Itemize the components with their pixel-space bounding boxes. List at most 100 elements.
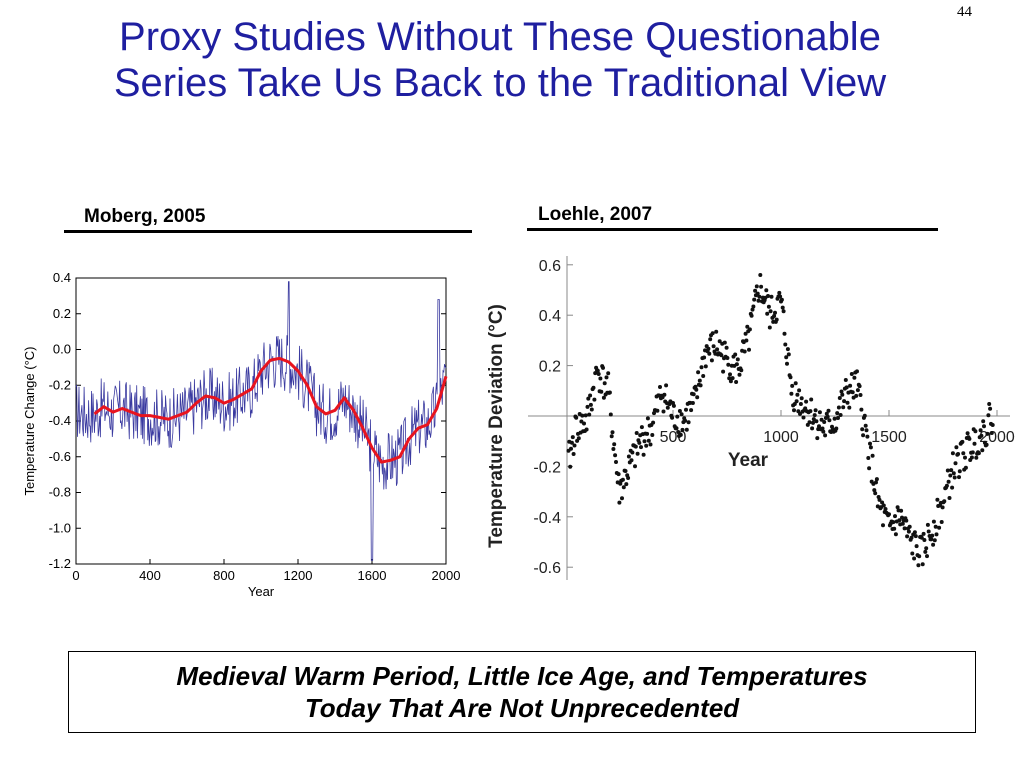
loehle-data-point [728, 372, 732, 377]
loehle-data-point [824, 411, 829, 416]
moberg-x-tick-label: 400 [139, 568, 161, 583]
loehle-caption: Loehle, 2007 [538, 204, 653, 225]
loehle-data-point [978, 428, 983, 433]
loehle-data-point [634, 431, 639, 435]
loehle-data-point [696, 370, 701, 375]
loehle-data-point [728, 379, 733, 384]
loehle-data-point [906, 529, 911, 534]
loehle-data-point [852, 375, 857, 380]
loehle-data-point [970, 450, 975, 455]
slide-number: 44 [957, 4, 972, 20]
loehle-data-point [589, 407, 594, 412]
loehle-data-point [727, 376, 732, 381]
loehle-data-point [984, 442, 989, 447]
loehle-data-point [570, 435, 575, 440]
loehle-data-point [745, 324, 750, 329]
loehle-data-point [913, 534, 918, 539]
loehle-data-point [635, 451, 640, 456]
loehle-data-point [808, 409, 813, 414]
loehle-data-point [676, 430, 681, 434]
loehle-data-point [801, 415, 806, 420]
loehle-data-point [680, 427, 685, 432]
loehle-data-point [568, 464, 573, 469]
loehle-data-point [847, 405, 852, 410]
loehle-data-point [607, 390, 612, 395]
loehle-data-point [855, 388, 860, 393]
loehle-data-point [949, 468, 954, 473]
loehle-data-point [701, 374, 706, 378]
loehle-data-point [584, 427, 589, 432]
loehle-data-point [839, 389, 844, 394]
loehle-data-point [842, 399, 847, 404]
loehle-data-point [661, 409, 666, 414]
loehle-data-point [580, 413, 585, 418]
loehle-data-point [598, 376, 603, 381]
loehle-data-point [942, 499, 947, 504]
loehle-data-point [952, 475, 957, 480]
loehle-data-point [722, 340, 727, 345]
loehle-data-point [945, 468, 950, 473]
loehle-data-point [792, 408, 796, 413]
loehle-data-point [721, 369, 726, 374]
loehle-data-point [587, 412, 592, 417]
loehle-data-point [870, 453, 875, 458]
loehle-data-point [637, 440, 642, 445]
loehle-data-point [832, 416, 837, 421]
summary-callout: Medieval Warm Period, Little Ice Age, an… [68, 651, 976, 733]
loehle-data-point [873, 491, 878, 496]
loehle-data-point [812, 413, 817, 418]
loehle-data-point [811, 420, 815, 425]
loehle-data-point [764, 288, 769, 293]
loehle-data-point [754, 284, 759, 289]
loehle-data-point [755, 291, 760, 296]
loehle-data-point [963, 455, 967, 460]
loehle-data-point [815, 436, 820, 441]
loehle-data-point [854, 393, 859, 398]
loehle-data-point [957, 475, 961, 480]
slide-title-line-2: Series Take Us Back to the Traditional V… [113, 61, 887, 105]
loehle-data-point [819, 417, 824, 422]
loehle-data-point [868, 441, 872, 446]
loehle-data-point [626, 454, 631, 459]
moberg-caption-rule [64, 230, 472, 233]
loehle-data-point [766, 294, 770, 298]
loehle-data-point [969, 455, 974, 460]
loehle-data-point [629, 458, 634, 463]
loehle-data-point [900, 515, 904, 520]
loehle-data-point [793, 381, 798, 386]
loehle-data-point [725, 356, 730, 360]
loehle-data-point [783, 342, 788, 347]
loehle-data-point [951, 471, 956, 476]
loehle-data-point [614, 460, 618, 464]
loehle-data-point [899, 508, 904, 513]
loehle-data-point [693, 384, 698, 389]
loehle-data-point [714, 329, 719, 334]
loehle-x-tick-label: 1500 [871, 429, 907, 446]
loehle-data-point [859, 407, 864, 412]
loehle-data-point [695, 395, 700, 400]
loehle-data-point [773, 310, 777, 315]
loehle-data-point [960, 439, 965, 444]
loehle-data-point [934, 532, 939, 537]
loehle-data-point [874, 480, 878, 485]
loehle-data-point [609, 434, 614, 439]
loehle-data-point [979, 433, 984, 438]
loehle-data-point [897, 518, 902, 523]
loehle-data-point [867, 466, 872, 471]
moberg-x-tick-label: 2000 [432, 568, 461, 583]
loehle-data-point [694, 387, 699, 392]
loehle-data-point [953, 461, 958, 466]
loehle-data-point [798, 411, 802, 416]
loehle-data-point [585, 404, 590, 409]
loehle-data-point [946, 479, 951, 484]
loehle-data-point [794, 399, 799, 404]
loehle-data-point [617, 500, 622, 505]
loehle-data-point [988, 406, 993, 411]
loehle-data-point [588, 402, 593, 407]
loehle-data-point [836, 416, 840, 420]
loehle-data-point [639, 445, 643, 450]
loehle-data-point [612, 442, 617, 447]
loehle-data-point [711, 344, 716, 349]
loehle-data-point [658, 385, 662, 389]
loehle-data-point [621, 485, 626, 490]
